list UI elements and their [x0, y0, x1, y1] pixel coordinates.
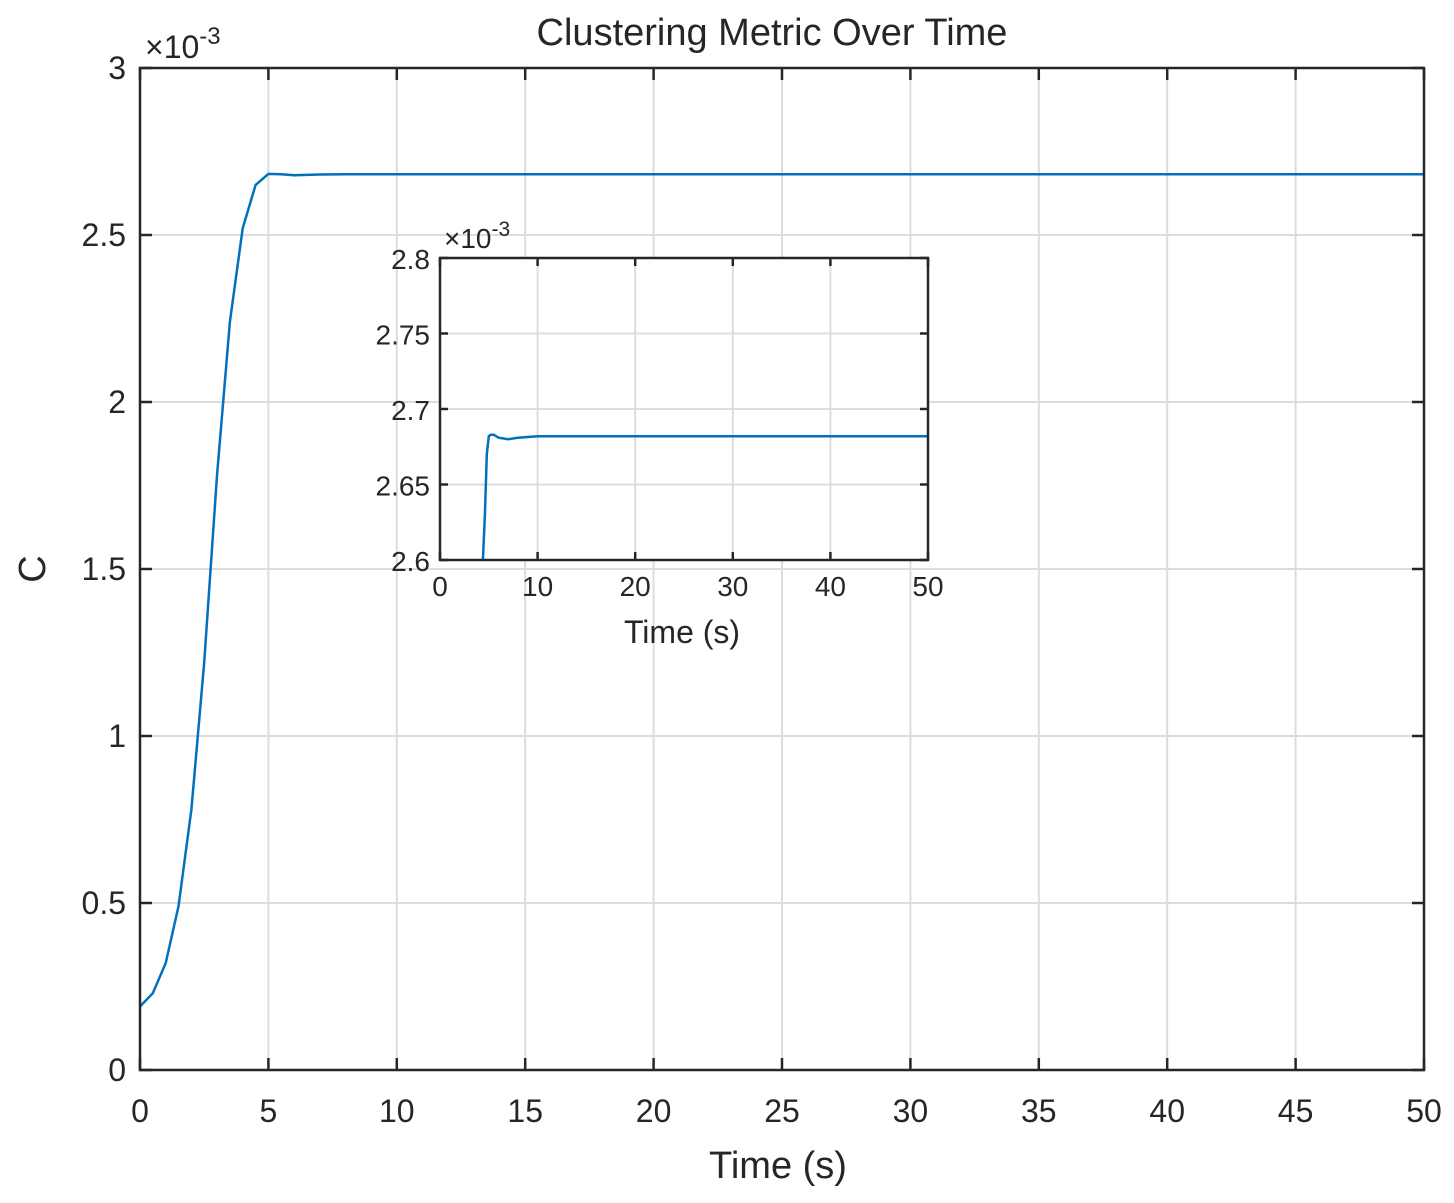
main-y-tick-label: 0.5 [82, 885, 126, 921]
y-exponent-base: ×10 [145, 29, 199, 65]
main-x-tick-labels: 0 5 10 15 20 25 30 35 40 45 50 [131, 1093, 1442, 1129]
main-x-tick-label: 30 [893, 1093, 929, 1129]
inset-y-tick-label: 2.6 [391, 546, 430, 577]
main-y-tick-label: 1 [108, 718, 126, 754]
main-axes: 0 5 10 15 20 25 30 35 40 45 50 0 0.5 1 1.5 2 2.5 3 Clust… [12, 12, 1442, 1187]
inset-x-tick-labels: 0 10 20 30 40 50 [432, 571, 943, 602]
main-x-tick-label: 40 [1149, 1093, 1185, 1129]
chart-title: Clustering Metric Over Time [537, 12, 1008, 54]
main-series-line [139, 172, 1424, 1008]
inset-y-tick-label: 2.75 [376, 320, 431, 351]
main-x-tick-label: 45 [1278, 1093, 1314, 1129]
inset-x-tick-label: 20 [620, 571, 651, 602]
inset-y-exponent: ×10-3 [444, 218, 510, 254]
main-y-tick-label: 2.5 [82, 217, 126, 253]
inset-y-tick-label: 2.8 [391, 244, 430, 275]
inset-series [481, 433, 928, 561]
main-x-tick-label: 0 [131, 1093, 149, 1129]
inset-y-tick-labels: 2.6 2.65 2.7 2.75 2.8 [376, 244, 431, 577]
main-y-tick-label: 3 [108, 50, 126, 86]
inset-x-tick-label: 50 [912, 571, 943, 602]
y-exponent: ×10-3 [145, 23, 221, 65]
main-x-tick-label: 10 [379, 1093, 415, 1129]
inset-series-line [481, 433, 928, 561]
inset-x-tick-label: 10 [522, 571, 553, 602]
x-axis-label: Time (s) [709, 1145, 847, 1187]
main-x-tick-label: 25 [764, 1093, 800, 1129]
inset-y-exponent-base: ×10 [444, 223, 492, 254]
inset-y-tick-label: 2.7 [391, 395, 430, 426]
main-x-tick-label: 50 [1406, 1093, 1442, 1129]
main-x-tick-label: 35 [1021, 1093, 1057, 1129]
main-y-tick-label: 0 [108, 1052, 126, 1088]
main-x-tick-label: 5 [260, 1093, 278, 1129]
main-y-tick-labels: 0 0.5 1 1.5 2 2.5 3 [82, 50, 126, 1088]
main-ticks [138, 66, 1426, 1072]
main-x-tick-label: 20 [636, 1093, 672, 1129]
main-series [139, 172, 1424, 1008]
inset-y-tick-label: 2.65 [376, 471, 431, 502]
y-exponent-power: -3 [199, 23, 220, 50]
inset-x-tick-label: 0 [432, 571, 448, 602]
inset-ticks [438, 256, 930, 562]
inset-x-tick-label: 40 [815, 571, 846, 602]
main-x-tick-label: 15 [507, 1093, 543, 1129]
inset-x-tick-label: 30 [717, 571, 748, 602]
inset-axes: 0 10 20 30 40 50 2.6 2.65 2.7 2.75 2.8 Time (s) ×… [376, 218, 944, 650]
y-axis-label: C [12, 555, 54, 582]
inset-y-exponent-power: -3 [492, 218, 511, 241]
main-y-tick-label: 2 [108, 384, 126, 420]
inset-x-axis-label: Time (s) [624, 614, 740, 650]
main-y-tick-label: 1.5 [82, 551, 126, 587]
